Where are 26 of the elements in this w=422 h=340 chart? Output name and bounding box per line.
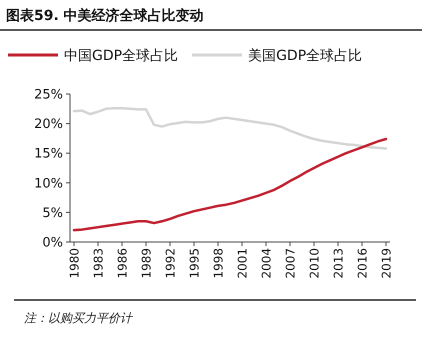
x-tick-label: 2004 xyxy=(260,248,274,279)
y-tick-label: 5% xyxy=(42,206,63,221)
y-tick-label: 0% xyxy=(42,236,63,250)
x-tick-label: 2019 xyxy=(380,248,394,279)
y-tick-label: 15% xyxy=(34,146,63,162)
x-tick-label: 1983 xyxy=(92,248,106,279)
x-tick-label: 1980 xyxy=(68,248,82,279)
x-tick-label: 2001 xyxy=(236,248,250,279)
x-tick-label: 2007 xyxy=(284,248,298,279)
chart-title: 图表59. 中美经济全球占比变动 xyxy=(6,7,204,24)
x-tick-label: 1989 xyxy=(140,248,154,279)
y-tick-label: 10% xyxy=(34,176,63,192)
x-tick-label: 1986 xyxy=(116,248,130,279)
legend-label: 中国GDP全球占比 xyxy=(64,48,178,64)
y-tick-label: 20% xyxy=(34,117,63,132)
legend-label: 美国GDP全球占比 xyxy=(248,48,362,64)
x-tick-label: 2016 xyxy=(356,248,370,279)
y-tick-label: 25% xyxy=(34,88,63,102)
x-tick-label: 2010 xyxy=(308,248,322,279)
line-series xyxy=(72,106,388,150)
text: 注：以购买力平价计 xyxy=(24,311,134,325)
x-tick-label: 1995 xyxy=(188,248,202,279)
x-tick-label: 2013 xyxy=(332,248,346,279)
x-tick-label: 1998 xyxy=(212,248,226,279)
x-tick-label: 1992 xyxy=(164,248,178,279)
line-series xyxy=(72,138,388,232)
